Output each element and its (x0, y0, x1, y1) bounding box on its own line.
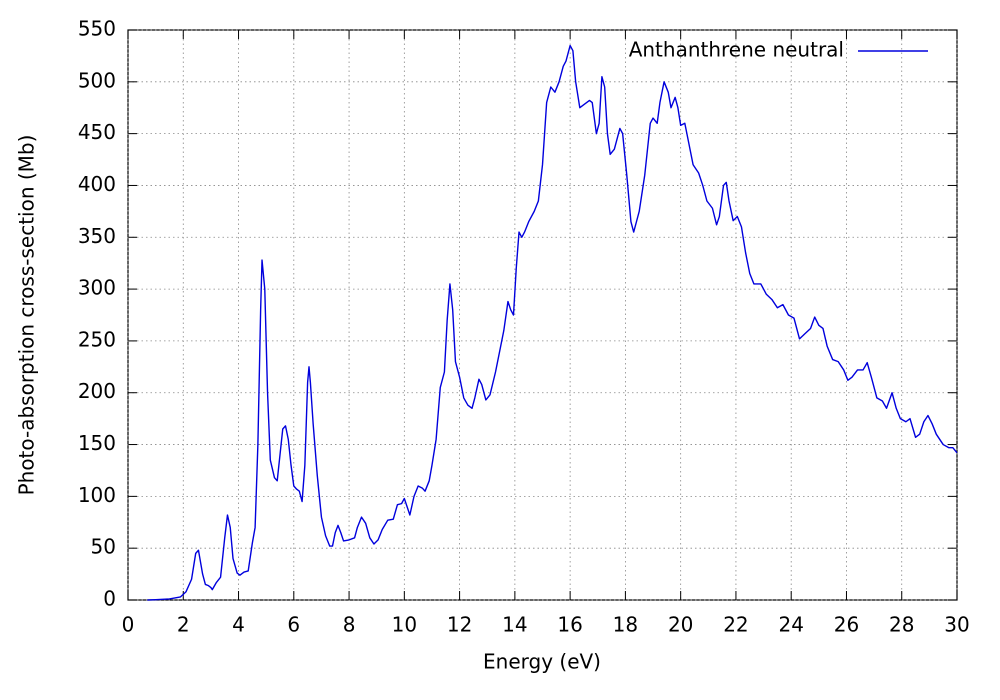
legend-label: Anthanthrene neutral (629, 38, 844, 62)
y-tick-label: 450 (78, 120, 116, 144)
x-tick-label: 14 (502, 613, 527, 637)
y-tick-label: 100 (78, 483, 116, 507)
x-tick-label: 6 (287, 613, 300, 637)
x-tick-label: 16 (557, 613, 582, 637)
y-tick-label: 200 (78, 379, 116, 403)
x-tick-label: 4 (232, 613, 245, 637)
y-tick-label: 50 (91, 535, 116, 559)
x-axis-label: Energy (eV) (483, 650, 601, 674)
data-line (147, 44, 958, 601)
x-tick-label: 20 (668, 613, 693, 637)
x-tick-label: 2 (177, 613, 190, 637)
y-tick-label: 400 (78, 172, 116, 196)
y-tick-label: 550 (78, 17, 116, 41)
x-tick-label: 26 (834, 613, 859, 637)
x-tick-label: 30 (944, 613, 969, 637)
x-tick-label: 24 (778, 613, 803, 637)
x-tick-label: 12 (447, 613, 472, 637)
x-tick-label: 0 (122, 613, 135, 637)
y-tick-label: 300 (78, 276, 116, 300)
y-tick-label: 350 (78, 224, 116, 248)
x-tick-label: 18 (613, 613, 638, 637)
y-tick-label: 250 (78, 327, 116, 351)
x-tick-label: 22 (723, 613, 748, 637)
y-tick-label: 150 (78, 431, 116, 455)
y-tick-label: 0 (103, 587, 116, 611)
x-tick-label: 8 (343, 613, 356, 637)
y-tick-label: 500 (78, 68, 116, 92)
x-tick-label: 28 (889, 613, 914, 637)
x-tick-label: 10 (392, 613, 417, 637)
y-axis-label: Photo-absorption cross-section (Mb) (15, 135, 39, 496)
plot-frame (127, 29, 958, 601)
